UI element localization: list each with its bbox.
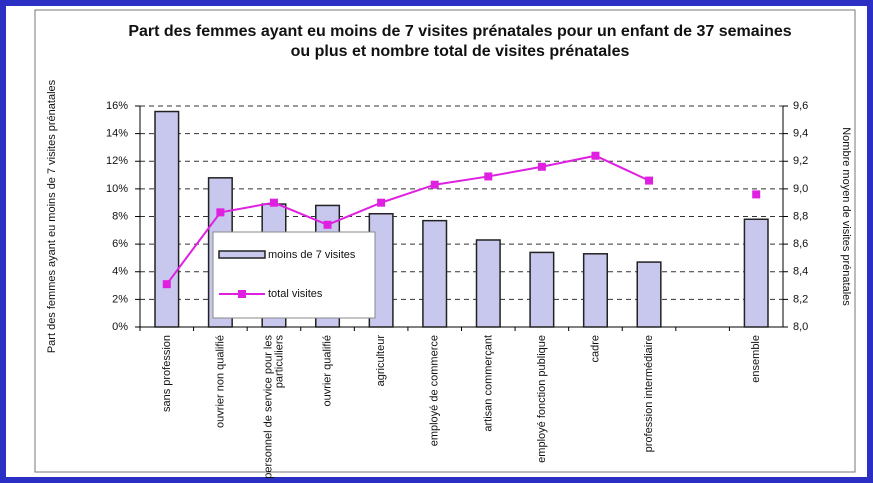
legend-label: moins de 7 visites	[268, 249, 356, 261]
line-marker	[323, 220, 332, 229]
x-tick-label: employé de commerce	[429, 335, 441, 446]
x-tick-label: personnel de service pour lesparticulier…	[262, 335, 285, 479]
bar	[582, 253, 608, 328]
bar	[475, 239, 501, 328]
y-tick-label: 10%	[106, 183, 128, 195]
line-marker	[216, 208, 225, 217]
y-tick-label: 2%	[112, 293, 128, 305]
y2-tick-label: 8,6	[793, 238, 808, 250]
line-marker	[430, 180, 439, 189]
y-tick-label: 14%	[106, 128, 128, 140]
y-tick-label: 12%	[106, 155, 128, 167]
y2-tick-label: 9,2	[793, 155, 808, 167]
line-marker	[162, 280, 171, 289]
bar	[529, 251, 555, 328]
legend-label: total visites	[268, 288, 323, 300]
legend-box	[212, 231, 376, 319]
chart-title: Part des femmes ayant eu moins de 7 visi…	[128, 23, 792, 60]
y2-tick-label: 9,6	[793, 100, 808, 112]
bar	[422, 219, 448, 328]
y2-tick-label: 8,0	[793, 321, 808, 333]
legend-swatch	[218, 250, 266, 259]
line-marker	[645, 176, 654, 185]
bar	[636, 261, 662, 328]
line-marker	[537, 162, 546, 171]
x-tick-label: sans profession	[161, 335, 173, 412]
y-tick-label: 6%	[112, 238, 128, 250]
y-tick-label: 8%	[112, 210, 128, 222]
line-marker	[269, 198, 278, 207]
y2-tick-label: 8,4	[793, 266, 808, 278]
legend-swatch	[238, 290, 246, 298]
line-marker	[484, 172, 493, 181]
y2-tick-label: 8,2	[793, 293, 808, 305]
chart-frame	[34, 9, 856, 473]
y2-tick-label: 9,0	[793, 183, 808, 195]
x-tick-label: employé fonction publique	[536, 335, 548, 463]
line	[165, 154, 650, 285]
y2-tick-label: 8,8	[793, 210, 808, 222]
y2-axis-label: Nombre moyen de visites prénatales	[840, 127, 852, 306]
bar	[154, 110, 180, 328]
x-tick-label: agriculteur	[375, 335, 387, 387]
x-tick-label: ouvrier non qualifié	[214, 335, 226, 428]
line-marker	[591, 151, 600, 160]
line-marker	[752, 190, 761, 199]
x-tick-label: artisan commerçant	[482, 335, 494, 432]
x-tick-label: ensemble	[750, 335, 762, 383]
line-marker	[377, 198, 386, 207]
x-tick-label: ouvrier qualifié	[321, 335, 333, 407]
y-axis-label: Part des femmes ayant eu moins de 7 visi…	[46, 79, 58, 353]
x-tick-label: cadre	[589, 335, 601, 363]
bar	[743, 218, 769, 328]
y-tick-label: 4%	[112, 266, 128, 278]
y2-tick-label: 9,4	[793, 128, 808, 140]
y-tick-label: 16%	[106, 100, 128, 112]
x-tick-label: profession intermédiaire	[643, 335, 655, 452]
y-tick-label: 0%	[112, 321, 128, 333]
